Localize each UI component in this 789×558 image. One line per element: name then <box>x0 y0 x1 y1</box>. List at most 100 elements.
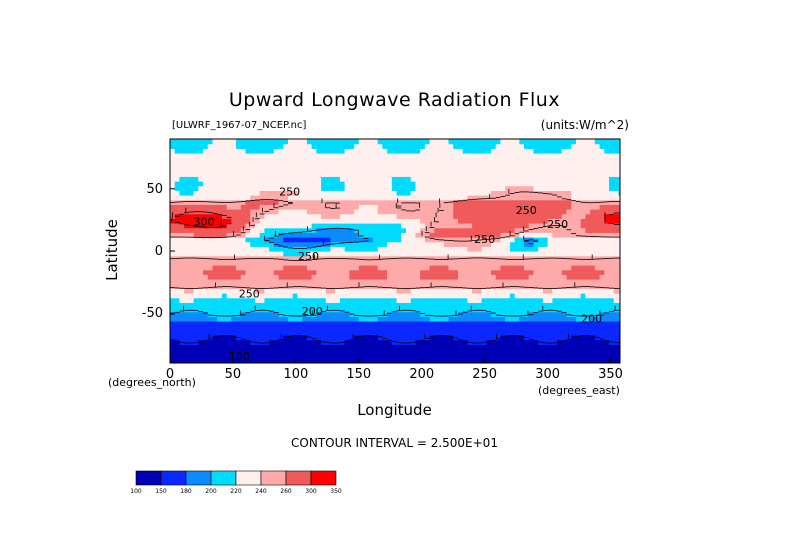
heatmap-cell <box>462 185 468 191</box>
heatmap-cell <box>311 321 317 327</box>
heatmap-cell <box>316 335 322 341</box>
heatmap-cell <box>514 241 520 247</box>
heatmap-cell <box>462 251 468 257</box>
heatmap-cell <box>358 311 365 317</box>
heatmap-cell <box>269 139 275 145</box>
heatmap-cell <box>391 190 398 196</box>
heatmap-cell <box>585 297 591 303</box>
heatmap-cell <box>599 204 605 210</box>
heatmap-cell <box>174 148 181 154</box>
heatmap-cell <box>434 227 440 233</box>
heatmap-cell <box>278 199 284 205</box>
heatmap-cell <box>580 297 586 303</box>
heatmap-cell <box>193 218 199 224</box>
heatmap-cell <box>495 283 502 289</box>
heatmap-cell <box>250 269 256 275</box>
heatmap-cell <box>566 246 572 252</box>
heatmap-cell <box>174 274 181 280</box>
heatmap-cell <box>387 157 393 163</box>
heatmap-cell <box>316 260 322 266</box>
heatmap-cell <box>207 181 214 187</box>
heatmap-cell <box>439 241 445 247</box>
heatmap-cell <box>443 293 450 299</box>
heatmap-cell <box>594 283 601 289</box>
heatmap-cell <box>349 237 355 243</box>
heatmap-cell <box>476 218 483 224</box>
heatmap-cell <box>594 148 601 154</box>
heatmap-cell <box>335 185 341 191</box>
heatmap-cell <box>528 246 535 252</box>
heatmap-cell <box>321 157 327 163</box>
heatmap-cell <box>424 274 431 280</box>
heatmap-cell <box>410 227 417 233</box>
heatmap-cell <box>302 227 308 233</box>
heatmap-cell <box>608 176 615 182</box>
heatmap-cell <box>439 265 445 271</box>
heatmap-cell <box>203 181 209 187</box>
heatmap-cell <box>618 241 620 247</box>
heatmap-cell <box>590 302 596 308</box>
heatmap-cell <box>179 213 185 219</box>
heatmap-cell <box>542 241 549 247</box>
heatmap-cell <box>302 153 308 159</box>
heatmap-cell <box>500 349 506 355</box>
heatmap-cell <box>321 339 327 345</box>
heatmap-cell <box>288 288 294 294</box>
heatmap-cell <box>590 325 596 331</box>
heatmap-cell <box>212 204 218 210</box>
heatmap-cell <box>339 246 346 252</box>
heatmap-cell <box>557 297 563 303</box>
heatmap-cell <box>203 209 209 215</box>
heatmap-cell <box>462 227 468 233</box>
heatmap-cell <box>608 302 615 308</box>
heatmap-cell <box>528 185 535 191</box>
heatmap-cell <box>406 148 412 154</box>
heatmap-cell <box>514 251 520 257</box>
heatmap-cell <box>571 171 577 177</box>
heatmap-cell <box>490 246 497 252</box>
heatmap-cell <box>542 181 549 187</box>
heatmap-cell <box>368 255 374 261</box>
heatmap-cell <box>391 139 398 145</box>
heatmap-cell <box>443 237 450 243</box>
heatmap-cell <box>302 274 308 280</box>
heatmap-cell <box>557 251 563 257</box>
heatmap-cell <box>481 148 487 154</box>
heatmap-cell <box>547 283 553 289</box>
heatmap-cell <box>283 330 289 336</box>
heatmap-cell <box>179 269 185 275</box>
heatmap-cell <box>316 293 322 299</box>
heatmap-cell <box>538 311 544 317</box>
heatmap-cell <box>240 181 247 187</box>
heatmap-cell <box>387 153 393 159</box>
heatmap-cell <box>434 157 440 163</box>
heatmap-cell <box>396 288 402 294</box>
heatmap-cell <box>472 302 478 308</box>
chart-title: Upward Longwave Radiation Flux <box>228 89 561 111</box>
heatmap-cell <box>188 353 195 359</box>
heatmap-cell <box>599 227 605 233</box>
heatmap-cell <box>344 344 350 350</box>
heatmap-cell <box>226 260 232 266</box>
heatmap-cell <box>368 241 374 247</box>
heatmap-cell <box>283 167 289 173</box>
heatmap-cell <box>273 265 280 271</box>
heatmap-cell <box>391 232 398 238</box>
heatmap-cell <box>500 190 506 196</box>
heatmap-cell <box>377 274 384 280</box>
heatmap-cell <box>604 288 610 294</box>
heatmap-cell <box>462 302 468 308</box>
heatmap-cell <box>509 330 516 336</box>
heatmap-cell <box>226 353 232 359</box>
heatmap-cell <box>354 204 360 210</box>
heatmap-cell <box>524 181 530 187</box>
heatmap-cell <box>575 353 582 359</box>
heatmap-cell <box>552 232 558 238</box>
heatmap-cell <box>179 139 185 145</box>
heatmap-cell <box>538 218 544 224</box>
heatmap-cell <box>231 265 237 271</box>
heatmap-cell <box>231 246 237 252</box>
heatmap-cell <box>571 274 577 280</box>
heatmap-cell <box>486 335 492 341</box>
heatmap-cell <box>387 297 393 303</box>
